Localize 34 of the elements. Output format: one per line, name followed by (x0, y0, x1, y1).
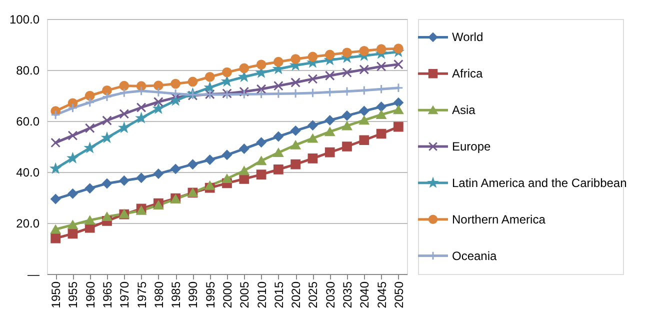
legend-label: Northern America (452, 212, 546, 226)
y-tick-label: 100.0 (9, 12, 40, 26)
y-tick-label: — (28, 268, 40, 282)
x-tick-label: 2030 (323, 281, 338, 308)
legend-label: Africa (452, 66, 483, 81)
x-tick-label: 2010 (254, 281, 269, 308)
y-tick-label: 20.0 (16, 216, 40, 230)
legend-label: Europe (452, 140, 492, 154)
x-tick-label: 1965 (100, 281, 114, 308)
x-tick-label: 1955 (66, 281, 80, 308)
x-tick-label: 1970 (118, 281, 132, 308)
x-tick-label: 2000 (220, 281, 234, 308)
x-tick-label: 2040 (358, 281, 372, 308)
x-tick-label: 1995 (203, 281, 218, 308)
x-tick-label: 2025 (306, 281, 320, 308)
y-tick-label: 60.0 (16, 114, 40, 128)
y-tick-label: 80.0 (16, 64, 40, 78)
x-tick-label: 1950 (49, 281, 64, 308)
x-tick-label: 1990 (186, 281, 200, 308)
x-tick-label: 2050 (392, 281, 406, 308)
x-tick-label: 2020 (289, 281, 304, 308)
legend-label: Latin America and the Caribbean (452, 176, 627, 190)
legend-label: World (452, 30, 484, 44)
y-tick-label: 40.0 (16, 166, 40, 180)
x-tick-label: 1985 (169, 281, 184, 308)
x-tick-label: 1980 (152, 281, 166, 308)
legend-label: Oceania (452, 248, 498, 263)
x-tick-label: 1975 (134, 281, 149, 308)
x-tick-label: 2015 (272, 281, 286, 308)
x-tick-label: 1960 (83, 281, 98, 308)
x-tick-label: 2035 (340, 281, 354, 308)
legend-label: Asia (452, 103, 476, 118)
x-tick-label: 2045 (374, 281, 389, 308)
x-tick-label: 2005 (238, 281, 252, 308)
